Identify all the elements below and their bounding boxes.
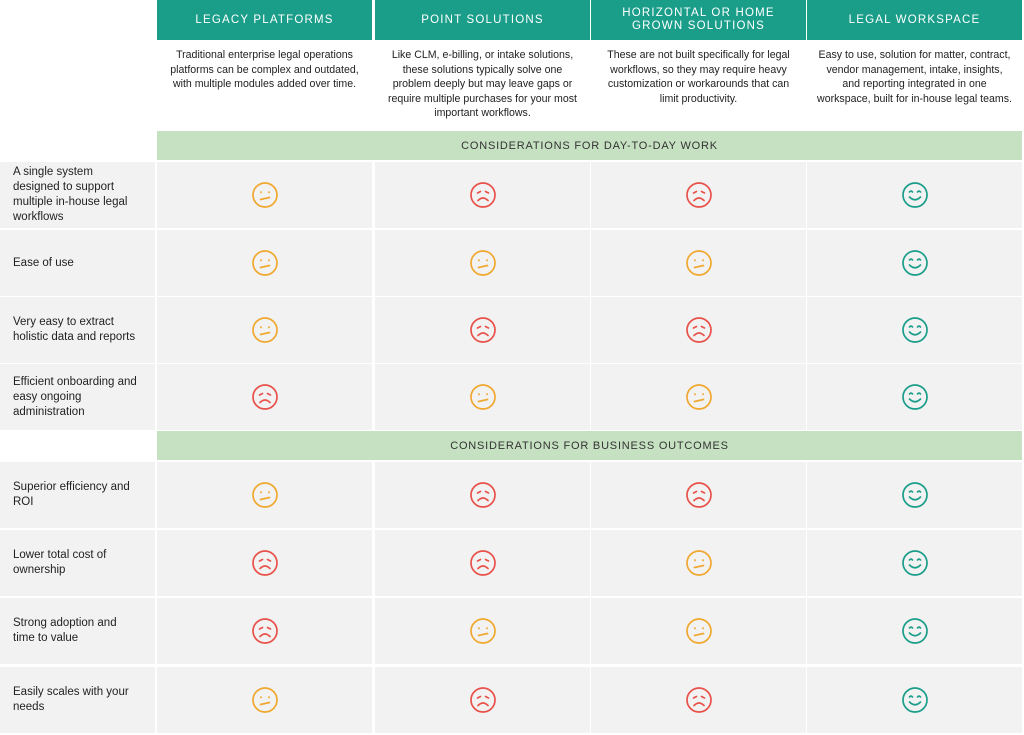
rating-face	[901, 482, 928, 508]
rating-cell	[591, 364, 806, 430]
rating-cell	[807, 297, 1022, 363]
rating-face	[901, 250, 928, 276]
rating-face	[251, 618, 278, 644]
column-header: LEGAL WORKSPACE	[807, 0, 1022, 40]
rating-cell	[807, 667, 1022, 733]
rating-face	[469, 550, 496, 576]
column-description: These are not built specifically for leg…	[607, 49, 790, 105]
rating-cell	[157, 162, 372, 228]
rating-cell	[807, 162, 1022, 228]
rating-face	[469, 182, 496, 208]
rating-face	[685, 182, 712, 208]
rating-cell	[375, 230, 590, 296]
rating-cell	[375, 667, 590, 733]
rating-cell	[807, 598, 1022, 664]
rating-cell	[591, 530, 806, 596]
rating-cell	[375, 364, 590, 430]
column-header: POINT SOLUTIONS	[375, 0, 590, 40]
row-label: A single system designed to support mult…	[0, 162, 155, 228]
rating-face	[251, 384, 278, 410]
rating-cell	[157, 297, 372, 363]
rating-face	[901, 182, 928, 208]
column-description: Traditional enterprise legal operations …	[170, 49, 359, 90]
row-label: Superior efficiency and ROI	[0, 462, 155, 528]
rating-cell	[375, 297, 590, 363]
rating-cell	[375, 462, 590, 528]
column-description: Like CLM, e-billing, or intake solutions…	[387, 49, 577, 119]
rating-face	[469, 317, 496, 343]
rating-cell	[157, 462, 372, 528]
rating-cell	[375, 598, 590, 664]
row-label: Efficient onboarding and easy ongoing ad…	[0, 364, 155, 430]
row-label: Strong adoption and time to value	[0, 598, 155, 664]
rating-cell	[591, 598, 806, 664]
rating-cell	[375, 530, 590, 596]
rating-face	[469, 482, 496, 508]
rating-face	[685, 618, 712, 644]
rating-face	[469, 687, 496, 713]
column-header: LEGACY PLATFORMS	[157, 0, 372, 40]
rating-face	[685, 482, 712, 508]
rating-face	[685, 317, 712, 343]
rating-cell	[807, 230, 1022, 296]
rating-face	[251, 482, 278, 508]
rating-face	[685, 550, 712, 576]
rating-face	[251, 687, 278, 713]
rating-face	[469, 618, 496, 644]
row-label: Ease of use	[0, 230, 155, 296]
column-description: Easy to use, solution for matter, contra…	[817, 49, 1012, 105]
rating-cell	[157, 230, 372, 296]
rating-face	[469, 384, 496, 410]
rating-face	[901, 317, 928, 343]
rating-face	[685, 384, 712, 410]
rating-cell	[591, 462, 806, 528]
rating-face	[685, 250, 712, 276]
column-header: HORIZONTAL OR HOME GROWN SOLUTIONS	[591, 0, 806, 40]
rating-face	[901, 384, 928, 410]
row-label: Easily scales with your needs	[0, 667, 155, 733]
section-header: CONSIDERATIONS FOR DAY-TO-DAY WORK	[157, 131, 1022, 160]
rating-face	[251, 250, 278, 276]
rating-cell	[591, 230, 806, 296]
rating-cell	[591, 667, 806, 733]
rating-cell	[157, 667, 372, 733]
rating-face	[685, 687, 712, 713]
rating-face	[901, 618, 928, 644]
row-label: Lower total cost of ownership	[0, 530, 155, 596]
rating-cell	[157, 530, 372, 596]
rating-cell	[807, 530, 1022, 596]
rating-cell	[375, 162, 590, 228]
rating-cell	[591, 297, 806, 363]
rating-face	[469, 250, 496, 276]
rating-face	[901, 550, 928, 576]
rating-face	[251, 182, 278, 208]
rating-cell	[807, 462, 1022, 528]
rating-face	[901, 687, 928, 713]
rating-cell	[807, 364, 1022, 430]
rating-face	[251, 317, 278, 343]
rating-face	[251, 550, 278, 576]
rating-cell	[157, 598, 372, 664]
rating-cell	[591, 162, 806, 228]
section-header: CONSIDERATIONS FOR BUSINESS OUTCOMES	[157, 431, 1022, 460]
row-label: Very easy to extract holistic data and r…	[0, 297, 155, 363]
rating-cell	[157, 364, 372, 430]
